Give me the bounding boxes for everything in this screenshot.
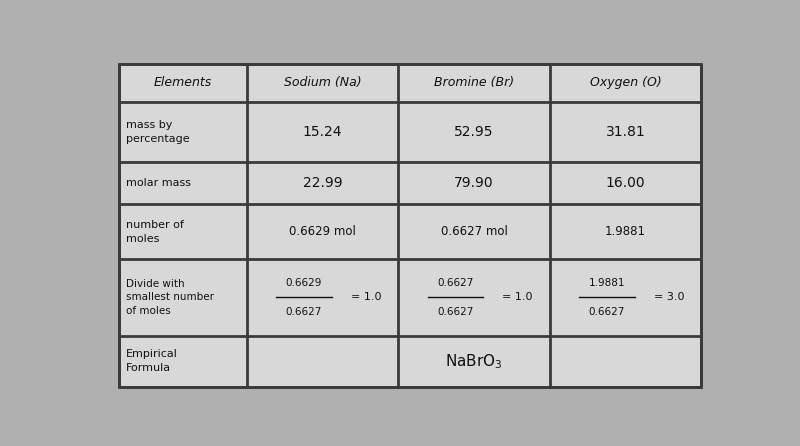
Text: 0.6627: 0.6627	[286, 307, 322, 317]
Text: = 1.0: = 1.0	[350, 293, 382, 302]
Text: Empirical
Formula: Empirical Formula	[126, 349, 178, 373]
Text: molar mass: molar mass	[126, 178, 191, 188]
Text: 0.6629: 0.6629	[286, 278, 322, 288]
Text: 0.6627: 0.6627	[438, 307, 474, 317]
Text: 15.24: 15.24	[303, 125, 342, 139]
Text: = 1.0: = 1.0	[502, 293, 533, 302]
Text: 0.6627: 0.6627	[589, 307, 626, 317]
Text: Elements: Elements	[154, 76, 212, 90]
Text: Sodium (Na): Sodium (Na)	[284, 76, 362, 90]
Text: NaBrO$_3$: NaBrO$_3$	[446, 352, 503, 371]
Text: 1.9881: 1.9881	[605, 225, 646, 238]
Text: Bromine (Br): Bromine (Br)	[434, 76, 514, 90]
Text: 79.90: 79.90	[454, 176, 494, 190]
Text: 0.6627: 0.6627	[438, 278, 474, 288]
Text: 1.9881: 1.9881	[589, 278, 626, 288]
Text: 22.99: 22.99	[302, 176, 342, 190]
Text: 0.6627 mol: 0.6627 mol	[441, 225, 507, 238]
Text: mass by
percentage: mass by percentage	[126, 120, 190, 144]
Text: number of
moles: number of moles	[126, 219, 184, 244]
Text: 16.00: 16.00	[606, 176, 646, 190]
Text: Divide with
smallest number
of moles: Divide with smallest number of moles	[126, 279, 214, 316]
Text: 52.95: 52.95	[454, 125, 494, 139]
Text: 0.6629 mol: 0.6629 mol	[289, 225, 356, 238]
Text: Oxygen (O): Oxygen (O)	[590, 76, 662, 90]
Text: = 3.0: = 3.0	[654, 293, 684, 302]
Text: 31.81: 31.81	[606, 125, 646, 139]
